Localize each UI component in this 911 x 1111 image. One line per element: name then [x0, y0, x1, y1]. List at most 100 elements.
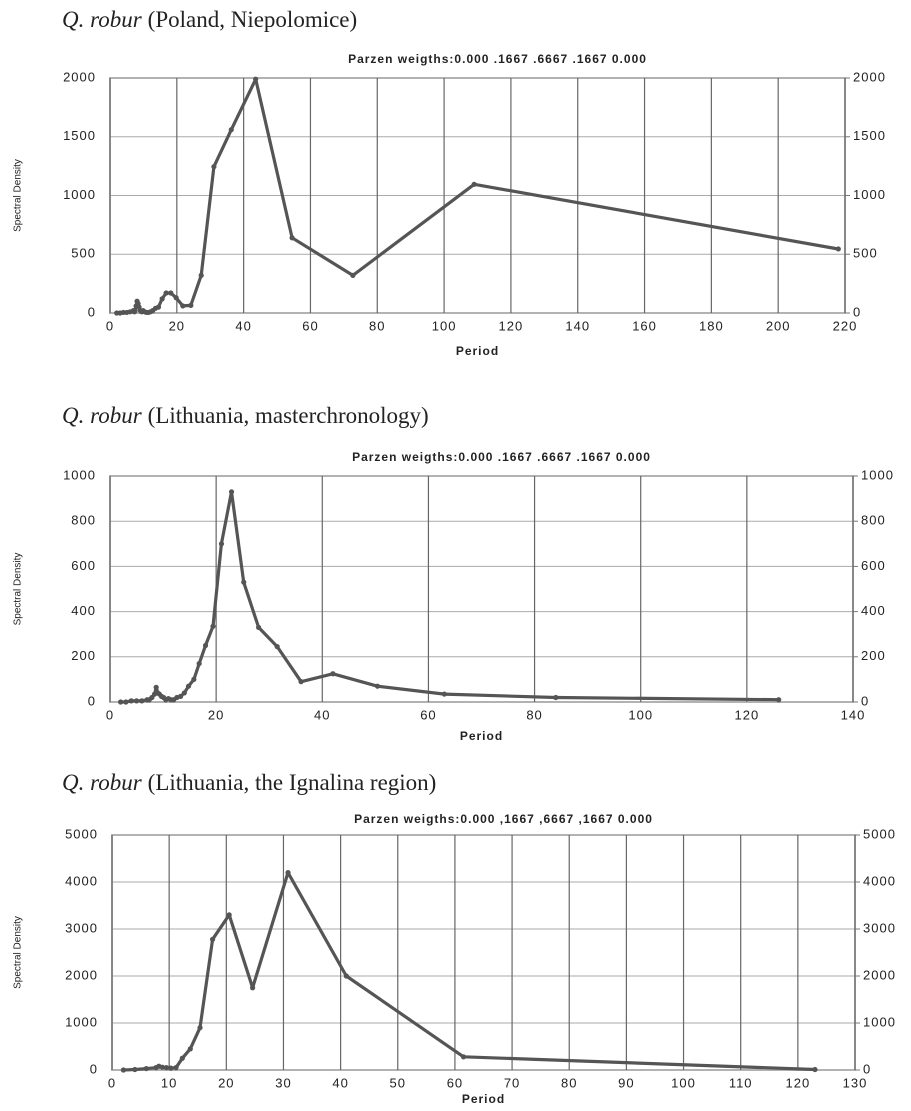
x-tick-label: 70	[504, 1075, 520, 1090]
data-point	[226, 912, 232, 918]
data-point	[228, 127, 234, 133]
y2-tick-label: 1000	[861, 467, 894, 482]
x-axis-label: Period	[462, 1092, 505, 1106]
data-point	[553, 694, 559, 701]
y-axis-label: Spectral Density	[13, 159, 24, 232]
x-tick-label: 120	[499, 318, 524, 333]
data-point	[143, 1065, 149, 1072]
y2-tick-label: 800	[861, 513, 886, 528]
data-point	[460, 1054, 467, 1060]
data-point	[120, 1067, 127, 1073]
chart-subtitle: Parzen weigths:0.000 ,1667 ,6667 ,1667 0…	[354, 812, 653, 826]
data-point	[179, 1055, 185, 1061]
data-point	[132, 1066, 138, 1073]
y-tick-label: 2000	[63, 69, 96, 84]
y2-tick-label: 2000	[863, 967, 896, 982]
species: Q. robur	[62, 770, 143, 795]
y2-tick-label: 3000	[863, 920, 896, 935]
data-point	[133, 698, 140, 704]
data-point	[181, 690, 187, 696]
x-tick-label: 80	[561, 1075, 577, 1090]
chart-subtitle: Parzen weigths:0.000 .1667 .6667 .1667 0…	[348, 52, 647, 66]
data-point	[202, 642, 209, 649]
y2-tick-label: 600	[861, 558, 886, 573]
data-point	[209, 936, 216, 942]
data-point	[198, 272, 204, 278]
y2-tick-label: 0	[863, 1061, 871, 1076]
data-point	[168, 290, 174, 296]
x-tick-label: 100	[432, 318, 457, 333]
y2-tick-label: 1500	[853, 128, 886, 143]
data-point	[241, 579, 247, 585]
y-tick-label: 3000	[65, 920, 98, 935]
x-tick-label: 20	[169, 318, 185, 333]
species: Q. robur	[62, 7, 143, 32]
x-tick-label: 130	[843, 1075, 868, 1090]
y2-tick-label: 2000	[853, 69, 886, 84]
data-point	[123, 699, 129, 705]
x-tick-label: 60	[302, 318, 318, 333]
y2-tick-label: 1000	[853, 187, 886, 202]
data-point	[274, 644, 280, 650]
data-point	[196, 660, 202, 667]
species: Q. robur	[62, 403, 143, 428]
data-line	[120, 490, 779, 704]
y-tick-label: 600	[71, 558, 96, 573]
data-point	[132, 308, 138, 314]
x-tick-label: 180	[699, 318, 724, 333]
x-tick-label: 0	[106, 707, 114, 722]
data-point	[173, 1065, 179, 1071]
chart-heading: Q. robur (Lithuania, masterchronology)	[62, 403, 429, 428]
data-point	[289, 235, 295, 241]
y2-tick-label: 0	[861, 693, 869, 708]
x-axis-label: Period	[460, 729, 503, 743]
x-tick-label: 30	[275, 1075, 291, 1090]
y-tick-label: 1000	[65, 1014, 98, 1029]
data-point	[128, 698, 134, 704]
x-tick-label: 90	[618, 1075, 634, 1090]
x-axis-label: Period	[456, 344, 499, 358]
y2-tick-label: 200	[861, 648, 886, 663]
x-tick-label: 40	[235, 318, 251, 333]
chart-heading: Q. robur (Lithuania, the Ignalina region)	[62, 770, 436, 795]
data-point	[155, 304, 162, 310]
data-point	[168, 1065, 174, 1071]
y2-tick-label: 400	[861, 603, 886, 618]
y2-tick-label: 1000	[863, 1014, 896, 1029]
data-point	[185, 683, 192, 689]
y-tick-label: 4000	[65, 873, 98, 888]
x-tick-label: 0	[106, 318, 114, 333]
data-point	[118, 699, 124, 705]
x-tick-label: 20	[208, 707, 224, 722]
y-tick-label: 2000	[65, 967, 98, 982]
x-tick-label: 10	[161, 1075, 177, 1090]
data-point	[187, 1046, 193, 1052]
y2-tick-label: 4000	[863, 873, 896, 888]
y-axis-label: Spectral Density	[13, 916, 24, 989]
data-point	[812, 1066, 818, 1073]
x-tick-label: 0	[108, 1075, 116, 1090]
chart-heading: Q. robur (Poland, Niepolomice)	[62, 7, 357, 32]
data-point	[298, 679, 304, 685]
y-tick-label: 5000	[65, 826, 98, 841]
y-tick-label: 0	[90, 1061, 98, 1076]
data-point	[210, 623, 216, 629]
y-tick-label: 0	[88, 693, 96, 708]
data-point	[139, 698, 145, 704]
chart: Q. robur (Lithuania, masterchronology) Par…	[13, 403, 894, 743]
y-tick-label: 0	[88, 304, 96, 319]
heading-title: (Poland, Niepolomice)	[148, 7, 358, 32]
data-point	[343, 973, 349, 979]
x-tick-label: 40	[332, 1075, 348, 1090]
x-tick-label: 40	[314, 707, 330, 722]
x-tick-label: 80	[526, 707, 542, 722]
y-tick-label: 1000	[63, 187, 96, 202]
y2-tick-label: 500	[853, 246, 878, 261]
x-tick-label: 220	[833, 318, 858, 333]
heading-title: (Lithuania, the Ignalina region)	[148, 770, 437, 795]
y-axis-label: Spectral Density	[13, 553, 24, 626]
data-point	[285, 870, 291, 876]
data-point	[835, 246, 841, 252]
data-point	[191, 676, 197, 683]
data-point	[249, 985, 256, 991]
